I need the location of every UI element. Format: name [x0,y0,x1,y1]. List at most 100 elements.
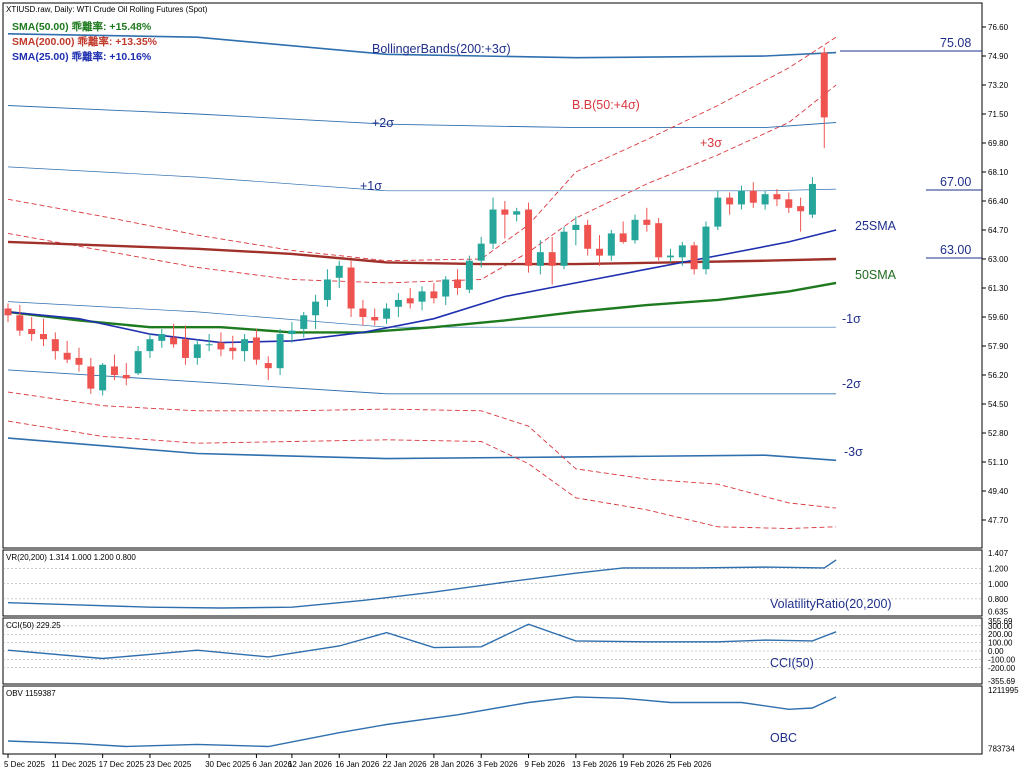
price-tick-label: 51.10 [988,458,1009,467]
candle-body [666,255,674,258]
candle-body [75,357,83,365]
obv-label: OBC [770,731,797,745]
time-tick-label: 23 Dec 2025 [146,760,192,769]
level-67-label: 67.00 [940,175,971,189]
price-tick-label: 61.30 [988,284,1009,293]
time-tick-label: 30 Dec 2025 [205,760,251,769]
candle-body [808,183,816,215]
main-panel-frame [2,2,983,549]
price-axis: 76.60 74.90 73.20 71.50 69.80 68.10 66.40 64.70… [982,23,1009,525]
candle-body [4,308,12,316]
minus3-label: -3σ [844,445,863,459]
price-tick-label: 73.20 [988,81,1009,90]
candle-body [39,334,47,340]
candle-body [489,209,497,244]
sma200-line [7,240,837,266]
bb50-plus4-line [7,36,837,262]
sma200-header: SMA(200.00) 乖離率: +13.35% [12,35,158,48]
bb50-label: B.B(50:+4σ) [572,98,640,112]
bb200-minus1-line [7,301,837,328]
candle-body [99,364,107,391]
sma50-header: SMA(50.00) 乖離率: +15.48% [12,20,152,33]
candle-body [548,252,556,266]
time-tick-label: 22 Jan 2026 [383,760,428,769]
candle-body [312,301,320,316]
obv-line [7,696,837,748]
candle-body [371,317,379,321]
bb50-minus4-line [7,420,837,529]
candle-body [477,243,485,261]
price-tick-label: 64.70 [988,226,1009,235]
candle-body [690,245,698,270]
time-tick-label: 13 Feb 2026 [572,760,617,769]
time-tick-label: 9 Feb 2026 [525,760,566,769]
vr-label: VolatilityRatio(20,200) [770,597,892,611]
plus2-label: +2σ [372,116,394,130]
candle-body [584,224,592,249]
candle-body [525,209,533,266]
candle-body [87,366,95,389]
candle-body [454,279,462,289]
sma50-line [7,281,837,334]
vr-header: VR(20,200) 1.314 1.000 1.200 0.800 [6,553,136,562]
cci-tick-label: 100.00 [988,639,1013,648]
level-75-label: 75.08 [940,36,971,50]
minus2-label: -2σ [842,377,861,391]
cci-tick-label: 0.00 [988,647,1004,656]
vr-tick-label: 0.800 [988,595,1009,604]
candle-body [170,337,178,345]
cci-label: CCI(50) [770,656,814,670]
time-tick-label: 19 Feb 2026 [619,760,664,769]
obv-header: OBV 1159387 [6,689,56,698]
cci-tick-label: -100.00 [988,655,1016,664]
vr-tick-label: 1.407 [988,549,1009,558]
cci-line [7,623,837,660]
candle-body [501,209,509,215]
price-tick-label: 69.80 [988,139,1009,148]
bb50-minus3-line [7,391,837,509]
bb200-plus3-line [7,33,837,59]
bb200-minus3-line [7,437,837,462]
minus1-label: -1σ [842,312,861,326]
sma25-label: 25SMA [855,219,897,233]
time-tick-label: 17 Dec 2025 [99,760,145,769]
candle-body [335,265,343,278]
candle-body [714,197,722,227]
candle-body [63,352,71,360]
time-tick-label: 5 Dec 2025 [4,760,45,769]
candle-body [536,252,544,266]
candle-body [205,344,213,346]
candle-body [288,330,296,335]
cci-tick-label: 200.00 [988,630,1013,639]
candle-body [383,308,391,319]
level-63-label: 63.00 [940,243,971,257]
price-tick-label: 68.10 [988,168,1009,177]
price-tick-label: 52.80 [988,429,1009,438]
vr-tick-label: 0.635 [988,607,1009,616]
price-tick-label: 57.90 [988,342,1009,351]
time-axis: 5 Dec 2025 11 Dec 2025 17 Dec 2025 23 Dec 2… [4,754,712,769]
candle-body [820,52,828,118]
candle-body [406,298,414,304]
vr-panel-frame [2,549,983,617]
time-tick-label: 6 Jan 2026 [252,760,292,769]
candle-body [678,245,686,258]
price-tick-label: 74.90 [988,52,1009,61]
bb200-plus2-line [7,105,837,129]
cci-tick-label: 355.69 [988,617,1013,626]
candle-body [749,190,757,203]
candle-body [300,315,308,329]
time-tick-label: 16 Jan 2026 [335,760,380,769]
candle-body [217,342,225,350]
cci-tick-label: -355.69 [988,677,1016,686]
candle-body [737,190,745,205]
candle-body [773,194,781,200]
vr-tick-label: 1.000 [988,580,1009,589]
candle-body [418,291,426,302]
candle-body [631,219,639,241]
candle-body [619,233,627,242]
candles [4,47,828,396]
candle-body [560,231,568,266]
candle-body [241,339,249,352]
